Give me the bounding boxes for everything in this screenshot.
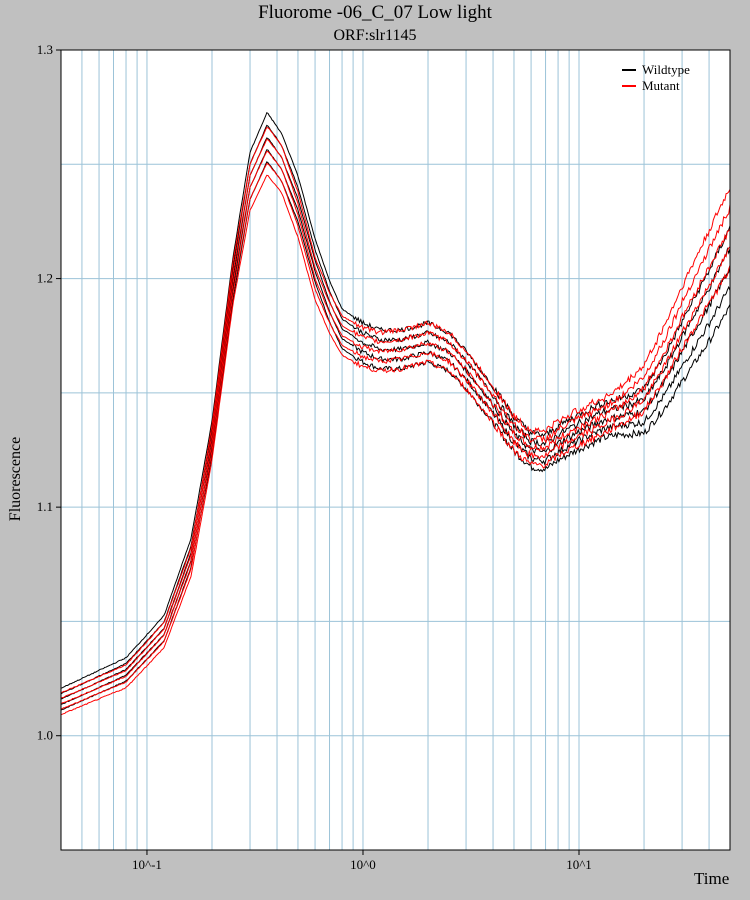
series-line-mutant-3 (60, 150, 731, 705)
axes: 1.0 1.1 1.2 1.3 10^-1 10^0 10^1 (37, 42, 731, 872)
legend-swatch-wildtype (622, 69, 636, 71)
legend-item-wildtype: Wildtype (622, 62, 690, 78)
legend-label-wildtype: Wildtype (642, 62, 690, 77)
plot-frame (60, 49, 731, 851)
chart-title: Fluorome -06_C_07 Low light (258, 2, 492, 23)
legend-label-mutant: Mutant (642, 78, 680, 93)
series-line-mutant-4 (60, 138, 731, 699)
x-tick-label: 10^0 (350, 857, 376, 872)
y-tick-label: 1.0 (37, 728, 53, 743)
series-line-mutant-1 (60, 174, 731, 716)
series-line-mutant-2 (60, 162, 731, 710)
chart-subtitle: ORF:slr1145 (333, 27, 417, 44)
plot-background (61, 50, 730, 850)
y-tick-label: 1.1 (37, 499, 53, 514)
y-tick-label: 1.3 (37, 42, 53, 57)
y-axis-label: Fluorescence (7, 436, 24, 522)
x-tick-label: 10^-1 (132, 857, 162, 872)
legend-swatch-mutant (622, 85, 636, 87)
series-line-mutant-5 (60, 126, 731, 693)
y-tick-label: 1.2 (37, 271, 53, 286)
x-axis-label: Time (694, 869, 730, 888)
legend-item-mutant: Mutant (622, 78, 690, 94)
series-layer (60, 111, 731, 716)
x-tick-label: 10^1 (566, 857, 592, 872)
legend: Wildtype Mutant (622, 62, 690, 94)
